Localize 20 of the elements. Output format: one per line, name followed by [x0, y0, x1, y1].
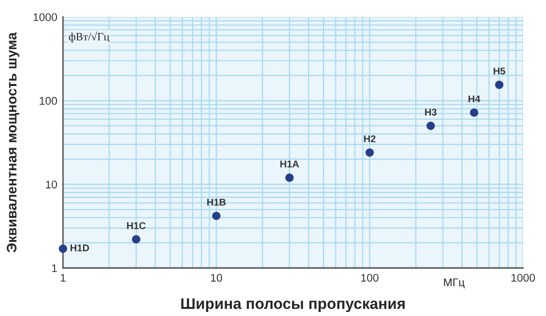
text: МГц	[444, 278, 465, 288]
y-tick-label: 1	[52, 264, 57, 272]
annotation: H3	[425, 108, 437, 116]
x-axis-title: Ширина полосы пропускания	[181, 298, 405, 312]
x-tick-label: 100	[361, 274, 378, 282]
annotation: H1B	[207, 198, 226, 206]
annotation: H4	[468, 96, 480, 102]
x-tick-label: 1	[60, 274, 66, 282]
y-axis-title: Эквивалентная мощность шума	[6, 32, 20, 252]
x-tick-label: 1000	[511, 274, 535, 282]
y-tick-label: 100	[40, 96, 58, 105]
annotation: H1D	[70, 244, 89, 252]
annotation: фВт/√Гц	[68, 32, 110, 43]
annotation: H5	[494, 68, 506, 74]
y-tick-label: 10	[46, 180, 58, 188]
y-tick-label: 1000	[34, 13, 58, 22]
annotation: H1C	[127, 222, 146, 230]
annotation: H2	[364, 135, 376, 142]
x-tick-label: 10	[211, 274, 222, 282]
annotation: H1A	[280, 160, 299, 168]
